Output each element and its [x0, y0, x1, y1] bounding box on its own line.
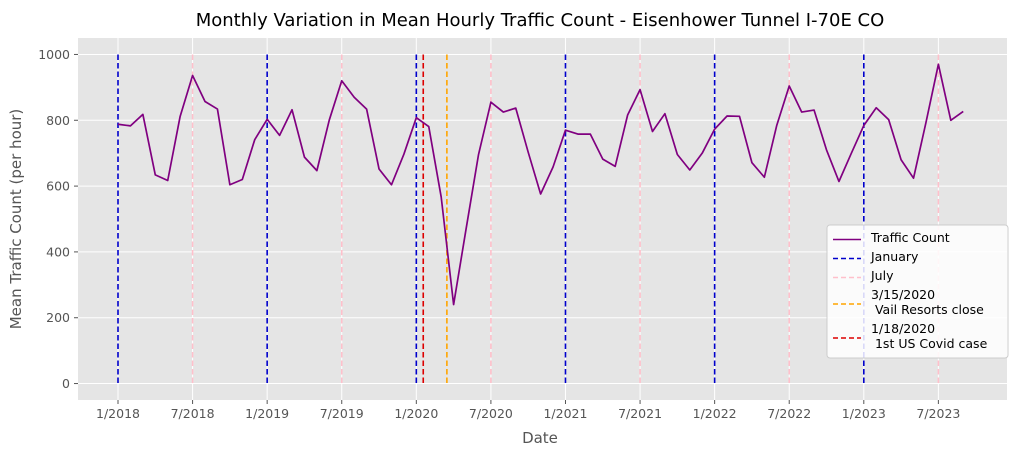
x-tick-label: 1/2018	[96, 406, 140, 421]
x-tick-label: 7/2018	[171, 406, 215, 421]
y-tick-label: 800	[46, 113, 70, 128]
y-tick-label: 600	[46, 179, 70, 194]
tick-layer: 0 200 400 600 800 1000 1/2018 7/2018 1/2019 7/201…	[38, 47, 960, 421]
legend-label: July	[870, 268, 894, 283]
x-tick-label: 7/2021	[618, 406, 662, 421]
legend-label: 1/18/2020 1st US Covid case	[871, 321, 988, 351]
x-tick-label: 1/2020	[394, 406, 438, 421]
x-axis-label: Date	[522, 429, 558, 447]
x-tick-label: 7/2022	[767, 406, 811, 421]
x-tick-label: 7/2020	[469, 406, 513, 421]
x-tick-label: 7/2019	[320, 406, 364, 421]
x-tick-label: 1/2019	[245, 406, 289, 421]
y-tick-label: 200	[46, 310, 70, 325]
series-line	[117, 63, 964, 306]
x-tick-label: 1/2022	[693, 406, 737, 421]
y-tick-label: 400	[46, 244, 70, 259]
x-tick-label: 7/2023	[916, 406, 960, 421]
legend-label: 3/15/2020 Vail Resorts close	[871, 287, 984, 317]
y-axis-label: Mean Traffic Count (per hour)	[7, 109, 25, 330]
x-tick-label: 1/2023	[842, 406, 886, 421]
legend-label: January	[870, 249, 919, 264]
y-tick-label: 0	[62, 376, 70, 391]
series-layer	[117, 63, 964, 306]
legend-box	[826, 224, 1009, 359]
reference-lines	[117, 54, 940, 384]
legend-label: Traffic Count	[870, 230, 950, 245]
x-tick-label: 1/2021	[543, 406, 587, 421]
chart-title: Monthly Variation in Mean Hourly Traffic…	[196, 10, 885, 31]
legend: Traffic Count January July 3/15/2020 Vail R…	[826, 224, 1009, 359]
y-tick-label: 1000	[38, 47, 70, 62]
